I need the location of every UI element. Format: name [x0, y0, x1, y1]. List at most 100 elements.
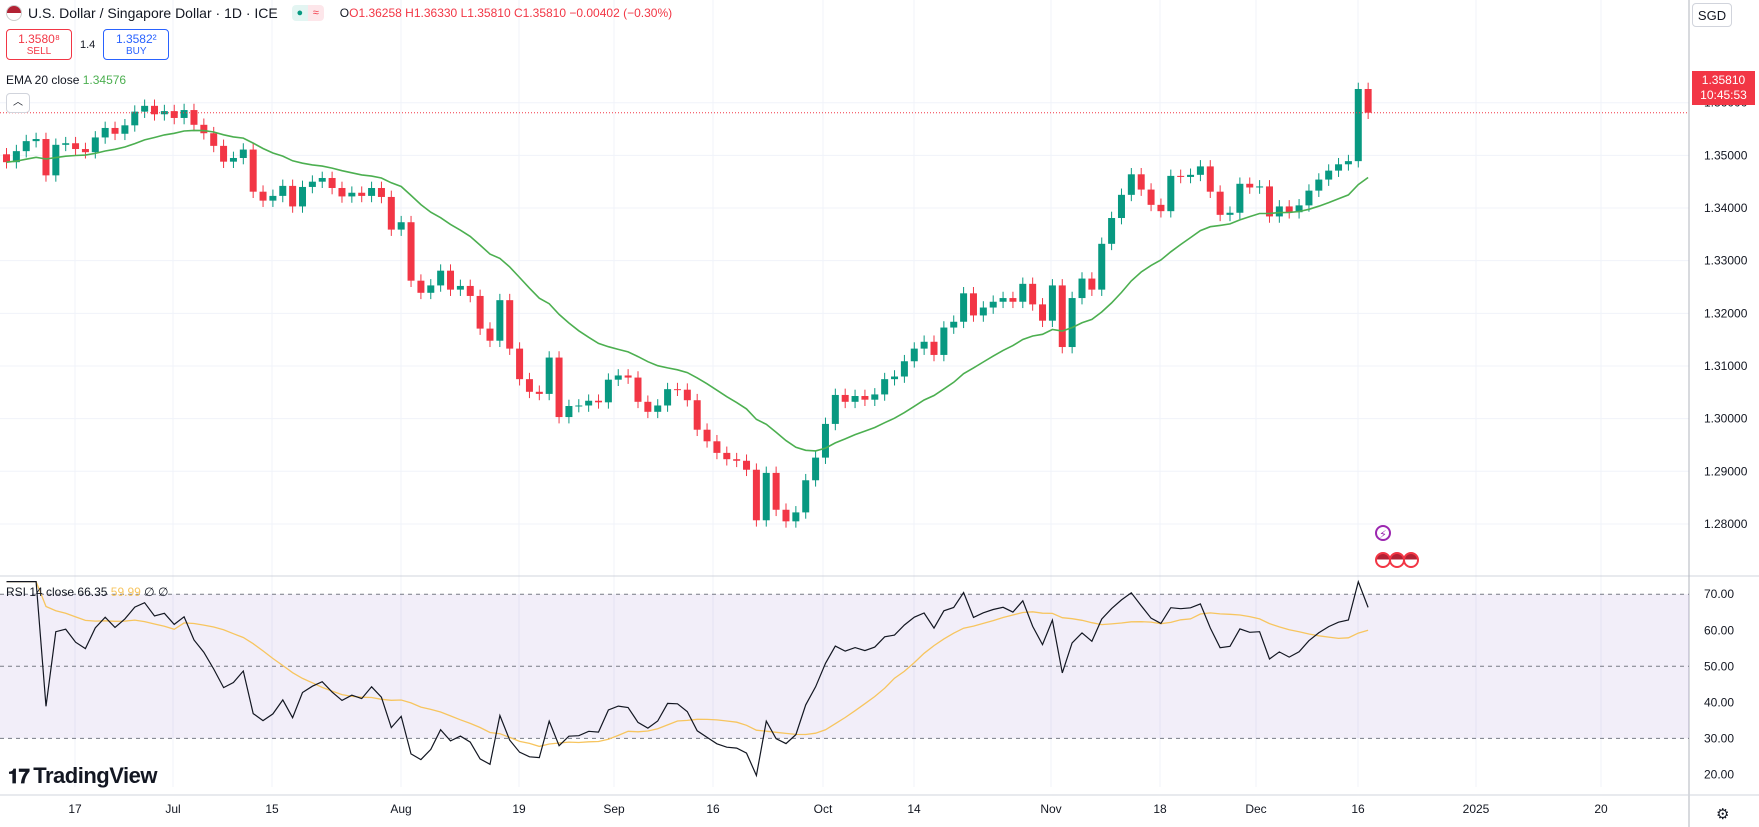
x-tick-label: Nov — [1040, 802, 1061, 816]
settings-gear-icon[interactable]: ⚙ — [1716, 806, 1730, 823]
rsi-legend-name: RSI 14 close — [6, 585, 75, 599]
candle-body — [1315, 179, 1323, 191]
x-tick-label: 19 — [512, 802, 526, 816]
candle-body — [891, 376, 899, 380]
candle-body — [160, 111, 168, 115]
candle-body — [1256, 186, 1264, 188]
candle-body — [1196, 166, 1204, 175]
candle-body — [1019, 283, 1027, 302]
candle-body — [1098, 243, 1106, 290]
ema-line — [6, 129, 1369, 452]
x-tick-label: Jul — [165, 802, 180, 816]
candle-body — [1275, 206, 1283, 217]
candle-body — [950, 321, 958, 328]
candle-body — [723, 452, 731, 460]
candle-body — [1068, 298, 1076, 348]
countdown-value: 10:45:53 — [1700, 88, 1747, 102]
candle-body — [960, 293, 968, 322]
candle-body — [792, 512, 800, 522]
candle-body — [733, 459, 741, 461]
candle-body — [427, 285, 435, 293]
us-event-icon[interactable] — [1403, 552, 1419, 568]
candle-body — [239, 149, 247, 158]
buy-button[interactable]: 1.3582² BUY — [103, 29, 170, 60]
ema-legend[interactable]: EMA 20 close 1.34576 — [6, 73, 126, 87]
candle-body — [881, 379, 889, 395]
candle-body — [249, 149, 257, 192]
y-tick-label: 1.30000 — [1704, 412, 1748, 426]
candle-body — [654, 405, 662, 412]
low-value: L1.35810 — [460, 6, 511, 20]
candle-body — [466, 285, 474, 296]
ohlc-values: OO1.36258 H1.36330 L1.35810 C1.35810 −0.… — [339, 6, 673, 20]
candle-body — [644, 401, 652, 412]
rsi-y-tick-label: 60.00 — [1704, 623, 1734, 637]
candle-body — [1236, 183, 1244, 213]
candle-body — [772, 472, 780, 510]
y-tick-label: 1.33000 — [1704, 254, 1748, 268]
candle-body — [664, 389, 672, 406]
candle-body — [585, 400, 593, 406]
candle-body — [141, 105, 149, 112]
candle-body — [269, 195, 277, 201]
candle-body — [151, 105, 159, 115]
candle-body — [3, 154, 10, 163]
rsi-y-tick-label: 50.00 — [1704, 659, 1734, 673]
candle-body — [377, 187, 385, 197]
x-tick-label: 18 — [1153, 802, 1167, 816]
candle-body — [595, 400, 603, 403]
candle-body — [831, 394, 839, 424]
candle-body — [348, 192, 356, 197]
symbol-title[interactable]: U.S. Dollar / Singapore Dollar · 1D · IC… — [28, 5, 278, 21]
candle-body — [387, 196, 395, 230]
candle-body — [170, 111, 178, 118]
candle-body — [91, 137, 99, 153]
candle-body — [180, 110, 188, 118]
candle-body — [565, 406, 573, 418]
currency-button[interactable]: SGD — [1692, 3, 1732, 27]
y-tick-label: 1.31000 — [1704, 359, 1748, 373]
tradingview-logo[interactable]: 𝟏𝟕 TradingView — [8, 763, 157, 789]
collapse-legend-button[interactable]: ︿ — [6, 93, 30, 113]
lightning-event-icon[interactable]: ⚡ — [1375, 525, 1391, 541]
candle-body — [1108, 218, 1116, 244]
rsi-legend[interactable]: RSI 14 close 66.35 59.99 ∅ ∅ — [6, 585, 168, 599]
candle-body — [200, 124, 208, 134]
rsi-line — [6, 579, 1369, 778]
candle-body — [920, 341, 928, 349]
candle-body — [456, 285, 464, 290]
candle-body — [1354, 88, 1362, 162]
us-flag-icon — [6, 5, 22, 21]
rsi-y-tick-label: 20.00 — [1704, 767, 1734, 781]
candle-body — [782, 509, 790, 522]
tradingview-mark-icon: 𝟏𝟕 — [8, 766, 30, 788]
candle-body — [62, 143, 70, 145]
sell-button[interactable]: 1.3580⁸ SELL — [6, 29, 72, 60]
x-tick-label: Oct — [814, 802, 833, 816]
candle-body — [762, 472, 770, 521]
x-tick-label: 16 — [706, 802, 720, 816]
candle-body — [713, 441, 721, 453]
candle-body — [1305, 190, 1313, 206]
candle-body — [358, 192, 366, 196]
candle-body — [979, 307, 987, 316]
candle-body — [1295, 205, 1303, 213]
candle-body — [121, 125, 129, 134]
candle-body — [851, 396, 859, 402]
x-tick-label: 15 — [265, 802, 279, 816]
candle-body — [318, 177, 326, 182]
candle-body — [900, 361, 908, 377]
x-tick-label: Aug — [390, 802, 411, 816]
candle-body — [910, 348, 918, 362]
status-pill[interactable]: ● ≈ — [291, 5, 324, 21]
candle-body — [52, 144, 60, 176]
candle-body — [1364, 88, 1372, 113]
ema-legend-name: EMA 20 close — [6, 73, 80, 87]
candle-body — [32, 139, 40, 142]
candle-body — [1226, 212, 1234, 215]
candle-body — [802, 480, 810, 513]
candle-body — [1147, 189, 1155, 205]
candle-body — [841, 394, 849, 402]
candle-body — [930, 341, 938, 355]
